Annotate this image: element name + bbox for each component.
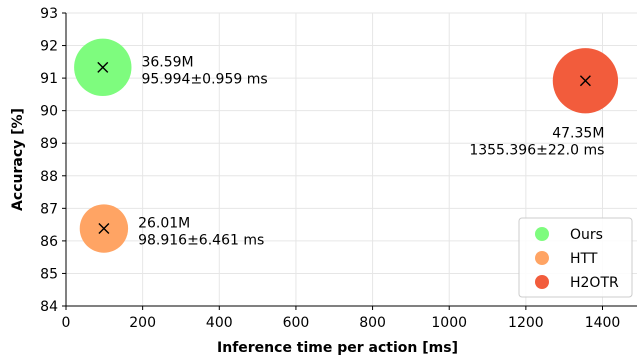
params-label: 47.35M bbox=[552, 125, 604, 141]
x-tick-label: 1000 bbox=[431, 315, 467, 331]
legend-label-ours: Ours bbox=[570, 227, 603, 243]
y-tick-label: 91 bbox=[40, 71, 58, 87]
center-x-marker bbox=[579, 75, 591, 87]
x-tick-label: 800 bbox=[359, 315, 386, 331]
legend-marker-h2otr bbox=[535, 275, 549, 289]
y-tick-label: 90 bbox=[40, 104, 58, 120]
x-tick-label: 1200 bbox=[508, 315, 544, 331]
params-label: 36.59M bbox=[141, 54, 193, 70]
y-tick-label: 87 bbox=[40, 201, 58, 217]
legend-label-h2otr: H2OTR bbox=[570, 275, 619, 291]
time-label: 1355.396±22.0 ms bbox=[469, 142, 604, 158]
x-axis-label: Inference time per action [ms] bbox=[217, 340, 458, 356]
y-tick-label: 93 bbox=[40, 6, 58, 22]
params-label: 26.01M bbox=[138, 216, 190, 232]
time-label: 95.994±0.959 ms bbox=[141, 71, 267, 87]
legend: Ours HTT H2OTR bbox=[518, 217, 633, 298]
y-axis-ticks: 84 85 86 87 88 89 90 91 92 93 bbox=[40, 6, 66, 315]
y-tick-label: 85 bbox=[40, 266, 58, 282]
x-tick-label: 1400 bbox=[585, 315, 621, 331]
y-tick-label: 86 bbox=[40, 234, 58, 250]
axes-frame bbox=[65, 13, 637, 307]
time-label: 98.916±6.461 ms bbox=[138, 233, 264, 249]
x-axis-ticks: 0 200 400 600 800 1000 1200 1400 bbox=[62, 306, 621, 331]
bubbles-layer bbox=[74, 38, 619, 253]
grid-lines bbox=[65, 12, 637, 307]
center-x-marker bbox=[97, 61, 109, 73]
legend-marker-htt bbox=[535, 251, 549, 265]
legend-marker-ours bbox=[535, 227, 549, 241]
y-tick-label: 84 bbox=[40, 299, 58, 315]
y-tick-label: 89 bbox=[40, 136, 58, 152]
x-tick-label: 0 bbox=[62, 315, 71, 331]
x-tick-label: 400 bbox=[206, 315, 233, 331]
y-axis-label: Accuracy [%] bbox=[10, 108, 26, 211]
legend-label-htt: HTT bbox=[570, 251, 598, 267]
center-x-marker bbox=[98, 223, 110, 235]
x-tick-label: 200 bbox=[129, 315, 156, 331]
x-tick-label: 600 bbox=[283, 315, 310, 331]
y-tick-label: 92 bbox=[40, 39, 58, 55]
y-tick-label: 88 bbox=[40, 169, 58, 185]
